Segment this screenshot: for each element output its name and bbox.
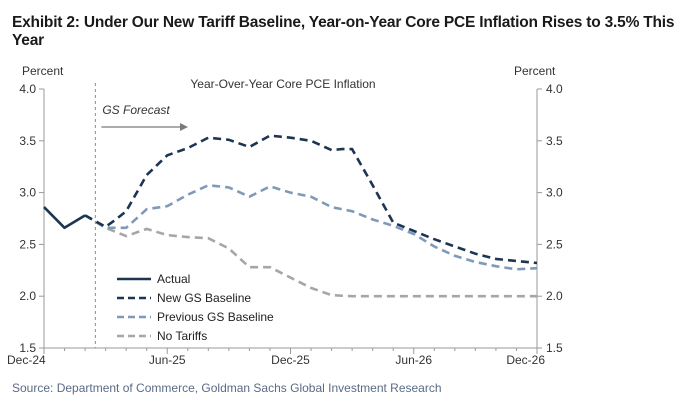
right-tick-label: 4.0 xyxy=(546,82,563,96)
series-line-actual xyxy=(43,206,86,230)
legend-label: Previous GS Baseline xyxy=(157,310,274,324)
right-tick-label: 2.5 xyxy=(546,237,563,251)
forecast-arrow-head xyxy=(180,123,188,131)
x-tick-label: Jun-26 xyxy=(395,353,432,367)
x-tick-label: Dec-24 xyxy=(7,353,46,367)
left-tick-label: 4.0 xyxy=(19,82,36,96)
chart-axes: 1.5 1.5 2.0 2.0 2.5 2.5 3.0 3.0 3.5 3.5 4.0 4.0 Dec-… xyxy=(7,64,563,367)
series-line-new-gs-baseline xyxy=(84,134,538,265)
exhibit-title: Exhibit 2: Under Our New Tariff Baseline… xyxy=(12,14,675,49)
chart-title: Year-Over-Year Core PCE Inflation xyxy=(190,77,375,91)
series-line-no-tariffs xyxy=(84,214,537,298)
x-tick-label: Dec-26 xyxy=(506,353,545,367)
left-tick-label: 2.5 xyxy=(19,237,36,251)
forecast-label: GS Forecast xyxy=(102,103,170,117)
left-axis-label: Percent xyxy=(22,64,64,78)
left-tick-label: 3.5 xyxy=(19,134,36,148)
x-tick-label: Dec-25 xyxy=(271,353,310,367)
x-tick-label: Jun-25 xyxy=(149,353,186,367)
legend-label: No Tariffs xyxy=(157,329,207,343)
right-axis-label: Percent xyxy=(514,64,556,78)
left-tick-label: 1.5 xyxy=(19,341,36,355)
legend: Actual New GS Baseline Previous GS Baselin… xyxy=(117,272,274,343)
right-tick-label: 1.5 xyxy=(546,341,563,355)
right-tick-label: 3.5 xyxy=(546,134,563,148)
right-tick-label: 3.0 xyxy=(546,186,563,200)
left-tick-label: 2.0 xyxy=(19,289,36,303)
source-note: Source: Department of Commerce, Goldman … xyxy=(12,381,442,395)
legend-label: New GS Baseline xyxy=(157,291,251,305)
series-layer xyxy=(43,134,538,298)
series-line-previous-gs-baseline xyxy=(84,184,538,271)
right-tick-label: 2.0 xyxy=(546,289,563,303)
left-tick-label: 3.0 xyxy=(19,186,36,200)
legend-label: Actual xyxy=(157,272,190,286)
